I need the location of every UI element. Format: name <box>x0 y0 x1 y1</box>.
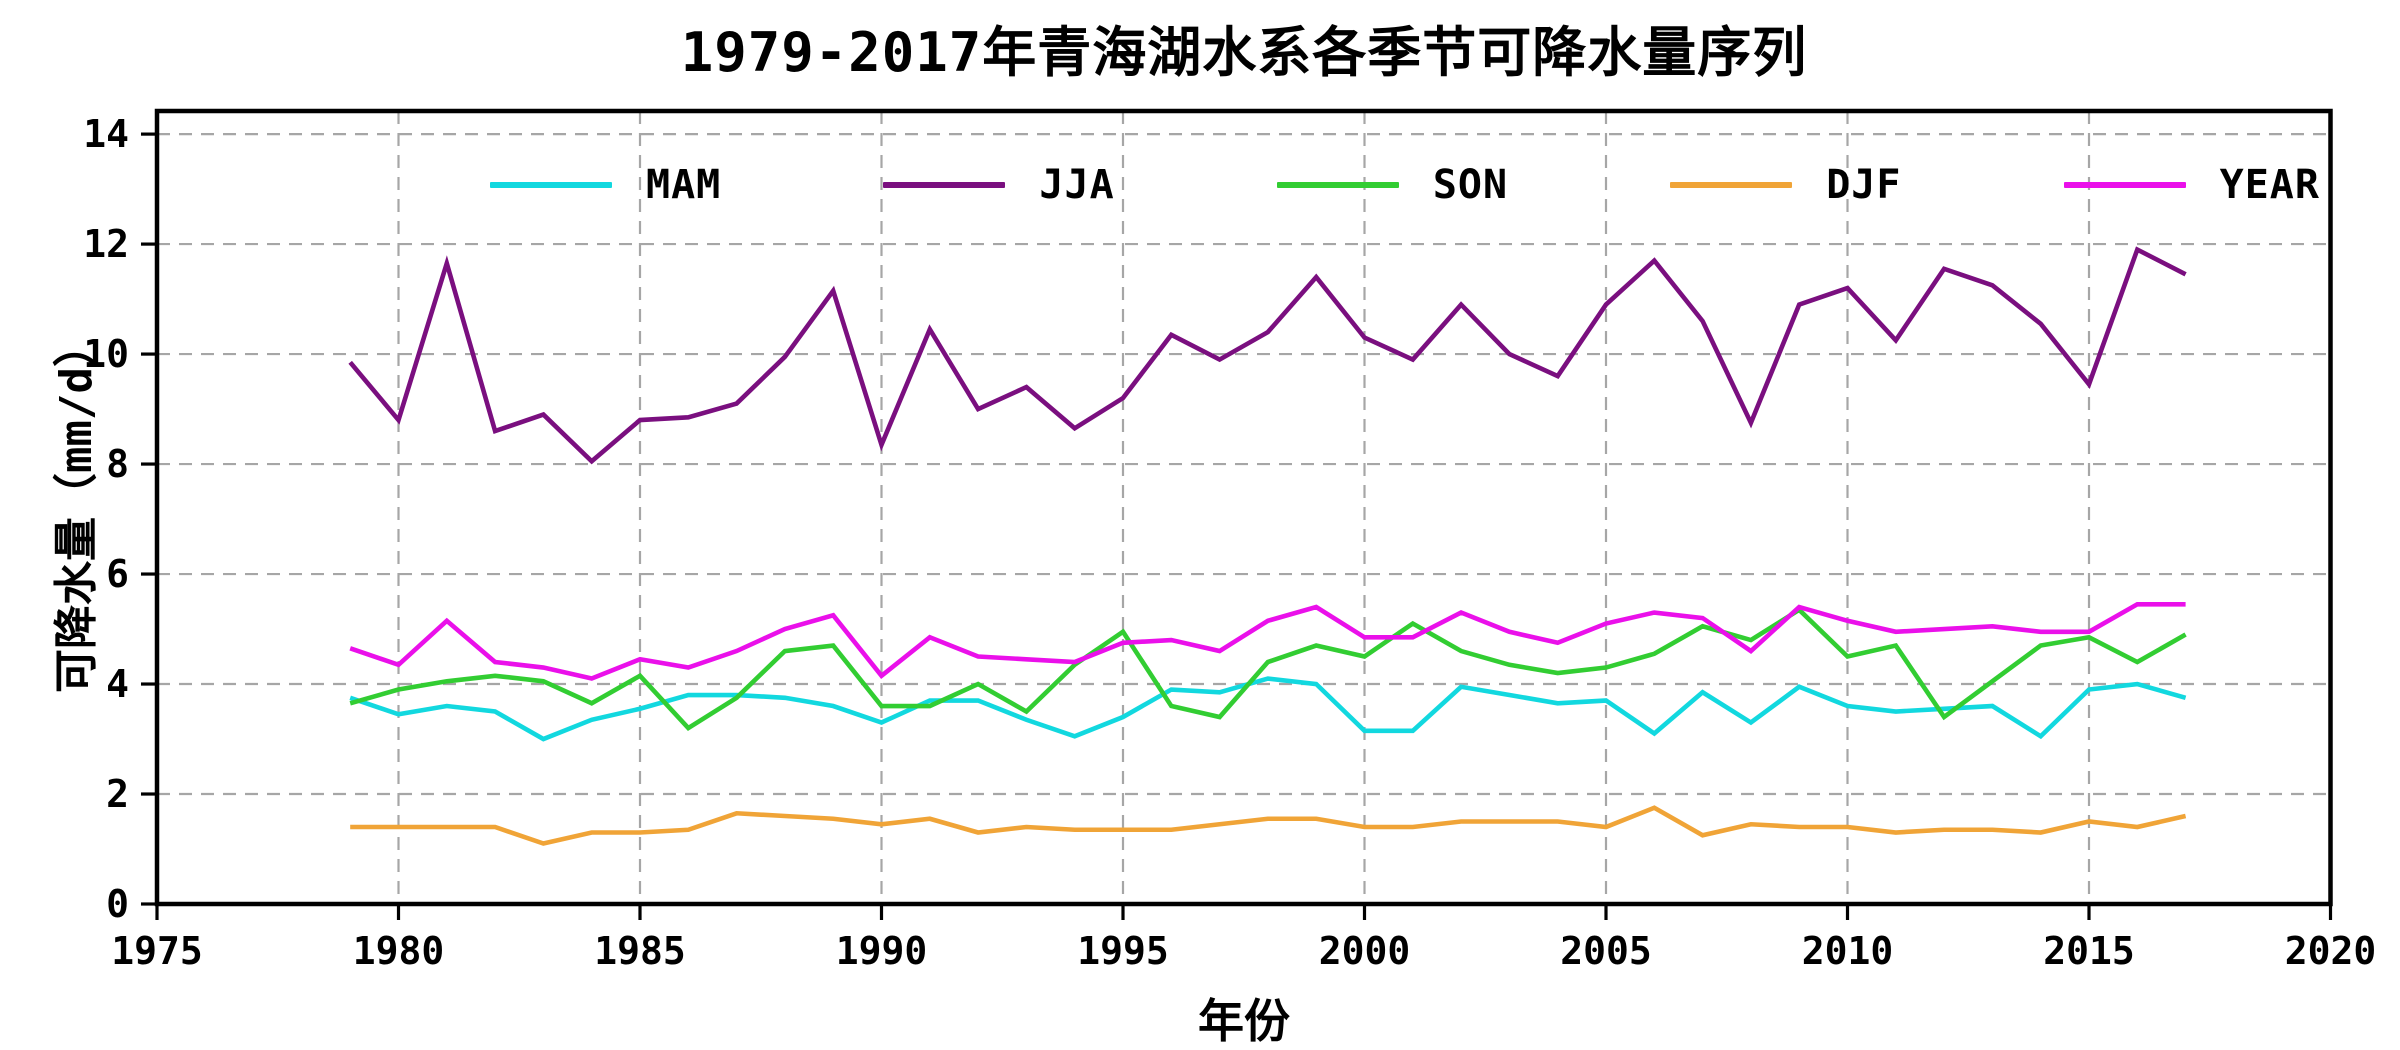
x-tick-label-1995: 1995 <box>1077 929 1169 973</box>
y-tick-label-8: 8 <box>106 442 129 486</box>
y-tick-label-14: 14 <box>83 112 129 156</box>
chart-title: 1979-2017年青海湖水系各季节可降水量序列 <box>680 21 1808 84</box>
series-line-jja <box>348 246 2187 465</box>
y-tick-label-0: 0 <box>106 882 129 926</box>
x-tick-label-1975: 1975 <box>111 929 203 973</box>
x-tick-label-2010: 2010 <box>1802 929 1894 973</box>
plot-border <box>154 108 2333 907</box>
x-tick-label-1980: 1980 <box>353 929 445 973</box>
x-tick-label-1990: 1990 <box>836 929 928 973</box>
y-tick-label-6: 6 <box>106 552 129 596</box>
x-tick-label-2000: 2000 <box>1319 929 1411 973</box>
x-tick-label-2015: 2015 <box>2043 929 2135 973</box>
series-line-djf <box>350 805 2187 846</box>
y-tick-label-2: 2 <box>106 772 129 816</box>
y-tick-label-4: 4 <box>106 662 129 706</box>
series-line-mam <box>349 676 2187 742</box>
x-axis-label: 年份 <box>1198 994 1290 1048</box>
series-line-son <box>349 606 2187 731</box>
y-tick-label-12: 12 <box>83 222 129 266</box>
y-tick-label-10: 10 <box>83 332 129 376</box>
series-line-year <box>349 601 2186 681</box>
x-tick-label-2020: 2020 <box>2285 929 2377 973</box>
x-tick-label-2005: 2005 <box>1560 929 1652 973</box>
x-tick-label-1985: 1985 <box>594 929 686 973</box>
y-axis-label: 可降水量（mm/d） <box>51 323 102 693</box>
